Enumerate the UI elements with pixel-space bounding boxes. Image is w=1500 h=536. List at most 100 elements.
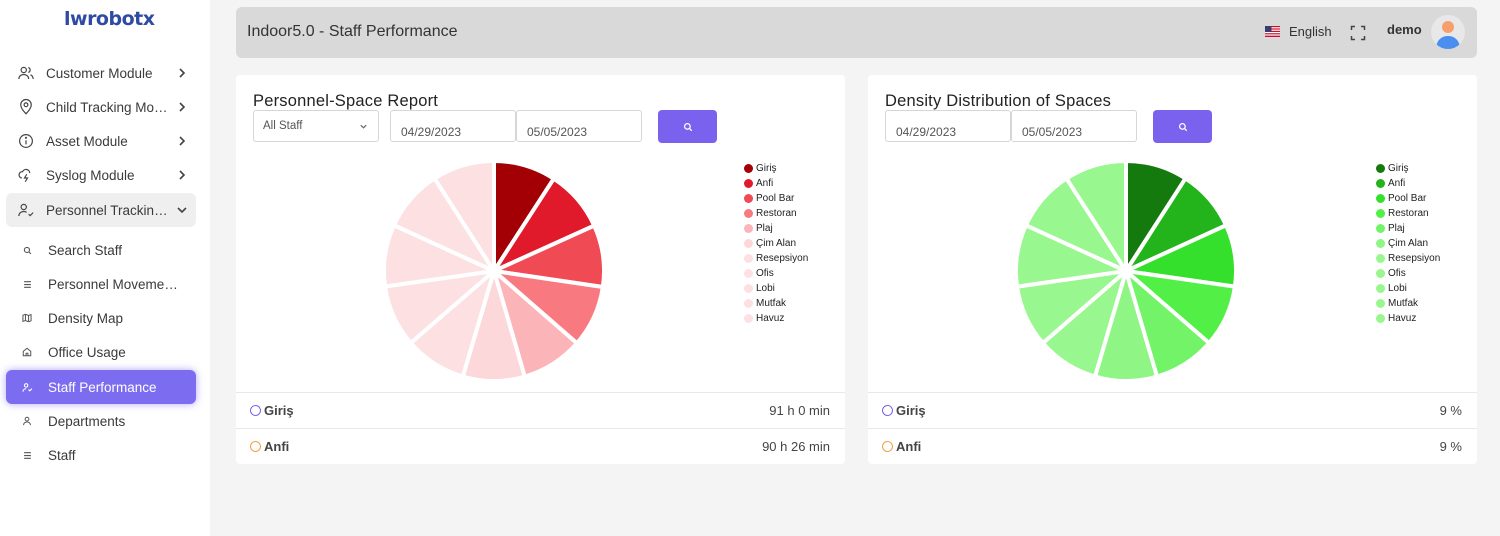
legend-item[interactable]: Pool Bar: [744, 191, 808, 206]
legend-label: Plaj: [1388, 223, 1405, 234]
row-name: Giriş: [264, 403, 294, 418]
legend-item[interactable]: Lobi: [1376, 281, 1440, 296]
legend-swatch: [744, 299, 753, 308]
legend-item[interactable]: Havuz: [1376, 311, 1440, 326]
legend-swatch: [744, 239, 753, 248]
legend-label: Pool Bar: [756, 193, 795, 204]
personnel-pie-chart: [382, 159, 606, 383]
card-title: Density Distribution of Spaces: [885, 92, 1112, 110]
date-to-input[interactable]: [1011, 110, 1137, 142]
list-icon: [20, 451, 34, 460]
row-value: 91 h 0 min: [769, 403, 830, 418]
legend-item[interactable]: Mutfak: [1376, 296, 1440, 311]
sidebar-item-asset-module[interactable]: Asset Module: [6, 126, 196, 156]
legend-label: Havuz: [756, 313, 785, 324]
sidebar-subitem-staff-performance[interactable]: Staff Performance: [6, 370, 196, 404]
table-row[interactable]: Giriş 9 %: [868, 392, 1477, 428]
legend-item[interactable]: Anfi: [1376, 176, 1440, 191]
legend-label: Mutfak: [1388, 298, 1419, 309]
sidebar-item-child-tracking[interactable]: Child Tracking Module: [6, 92, 196, 122]
legend-item[interactable]: Resepsiyon: [744, 251, 808, 266]
brand-logo[interactable]: lwrobotx: [64, 8, 155, 30]
sidebar-item-syslog-module[interactable]: Syslog Module: [6, 160, 196, 190]
legend-item[interactable]: Pool Bar: [1376, 191, 1440, 206]
legend-item[interactable]: Giriş: [744, 161, 808, 176]
legend-item[interactable]: Havuz: [744, 311, 808, 326]
legend-item[interactable]: Plaj: [744, 221, 808, 236]
sidebar-item-personnel-tracking[interactable]: Personnel Tracking Module: [6, 193, 196, 227]
language-selector[interactable]: English: [1289, 24, 1332, 39]
status-dot: [250, 405, 261, 416]
legend-item[interactable]: Ofis: [1376, 266, 1440, 281]
sidebar-item-label: Search Staff: [48, 242, 123, 258]
legend-label: Resepsiyon: [756, 253, 809, 264]
density-pie-chart: [1014, 159, 1238, 383]
sidebar-item-label: Personnel Movements: [48, 276, 182, 292]
sidebar-item-label: Child Tracking Module: [46, 99, 174, 115]
search-icon: [683, 122, 692, 131]
legend-swatch: [744, 269, 753, 278]
legend-label: Restoran: [756, 208, 797, 219]
avatar[interactable]: [1431, 15, 1465, 49]
legend-item[interactable]: Çim Alan: [744, 236, 808, 251]
date-from-input[interactable]: [885, 110, 1011, 142]
legend-item[interactable]: Plaj: [1376, 221, 1440, 236]
row-value: 9 %: [1439, 403, 1462, 418]
bolt-icon: [15, 164, 37, 186]
search-button[interactable]: [658, 110, 717, 143]
legend-label: Giriş: [756, 163, 777, 174]
legend-label: Lobi: [1388, 283, 1407, 294]
fullscreen-icon[interactable]: [1350, 25, 1366, 41]
sidebar-subitem-search-staff[interactable]: Search Staff: [6, 234, 196, 266]
table-row[interactable]: Giriş 91 h 0 min: [236, 392, 845, 428]
legend-item[interactable]: Resepsiyon: [1376, 251, 1440, 266]
legend-label: Ofis: [756, 268, 774, 279]
legend-item[interactable]: Ofis: [744, 266, 808, 281]
card-title: Personnel-Space Report: [253, 92, 439, 110]
sidebar-item-label: Syslog Module: [46, 167, 135, 183]
sidebar-subitem-staff[interactable]: Staff: [6, 439, 196, 471]
user-name[interactable]: demo: [1387, 22, 1422, 37]
sidebar-subitem-office-usage[interactable]: Office Usage: [6, 336, 196, 368]
legend-swatch: [1376, 164, 1385, 173]
sidebar-subitem-departments[interactable]: Departments: [6, 405, 196, 437]
legend-swatch: [744, 284, 753, 293]
legend-swatch: [1376, 179, 1385, 188]
legend-label: Resepsiyon: [1388, 253, 1441, 264]
legend-item[interactable]: Mutfak: [744, 296, 808, 311]
chevron-right-icon: [179, 136, 186, 146]
chevron-right-icon: [179, 102, 186, 112]
table-row[interactable]: Anfi 90 h 26 min: [236, 428, 845, 464]
home-icon: [20, 347, 34, 357]
legend-swatch: [744, 179, 753, 188]
pie-slice-havuz[interactable]: [431, 159, 496, 278]
legend-item[interactable]: Çim Alan: [1376, 236, 1440, 251]
legend-item[interactable]: Lobi: [744, 281, 808, 296]
legend-swatch: [1376, 269, 1385, 278]
staff-select[interactable]: All Staff: [253, 110, 379, 142]
sidebar-subitem-density-map[interactable]: Density Map: [6, 302, 196, 334]
sidebar-item-label: Staff: [48, 447, 76, 463]
sidebar-item-label: Customer Module: [46, 65, 153, 81]
row-value: 90 h 26 min: [762, 439, 830, 454]
search-button[interactable]: [1153, 110, 1212, 143]
date-from-input[interactable]: [390, 110, 516, 142]
table-row[interactable]: Anfi 9 %: [868, 428, 1477, 464]
location-pin-icon: [15, 96, 37, 118]
legend-label: Havuz: [1388, 313, 1417, 324]
sidebar-subitem-personnel-movements[interactable]: Personnel Movements: [6, 268, 196, 300]
us-flag-icon: [1265, 26, 1280, 37]
legend-item[interactable]: Restoran: [744, 206, 808, 221]
search-icon: [1178, 122, 1187, 131]
top-header: Indoor5.0 - Staff Performance English de…: [236, 7, 1477, 58]
date-to-input[interactable]: [516, 110, 642, 142]
user-check-icon: [20, 382, 34, 393]
users-icon: [15, 62, 37, 84]
pie-slice-havuz[interactable]: [1063, 159, 1128, 278]
sidebar-item-label: Asset Module: [46, 133, 128, 149]
legend-item[interactable]: Anfi: [744, 176, 808, 191]
legend-item[interactable]: Giriş: [1376, 161, 1440, 176]
sidebar-item-customer-module[interactable]: Customer Module: [6, 58, 196, 88]
legend-item[interactable]: Restoran: [1376, 206, 1440, 221]
row-value: 9 %: [1439, 439, 1462, 454]
